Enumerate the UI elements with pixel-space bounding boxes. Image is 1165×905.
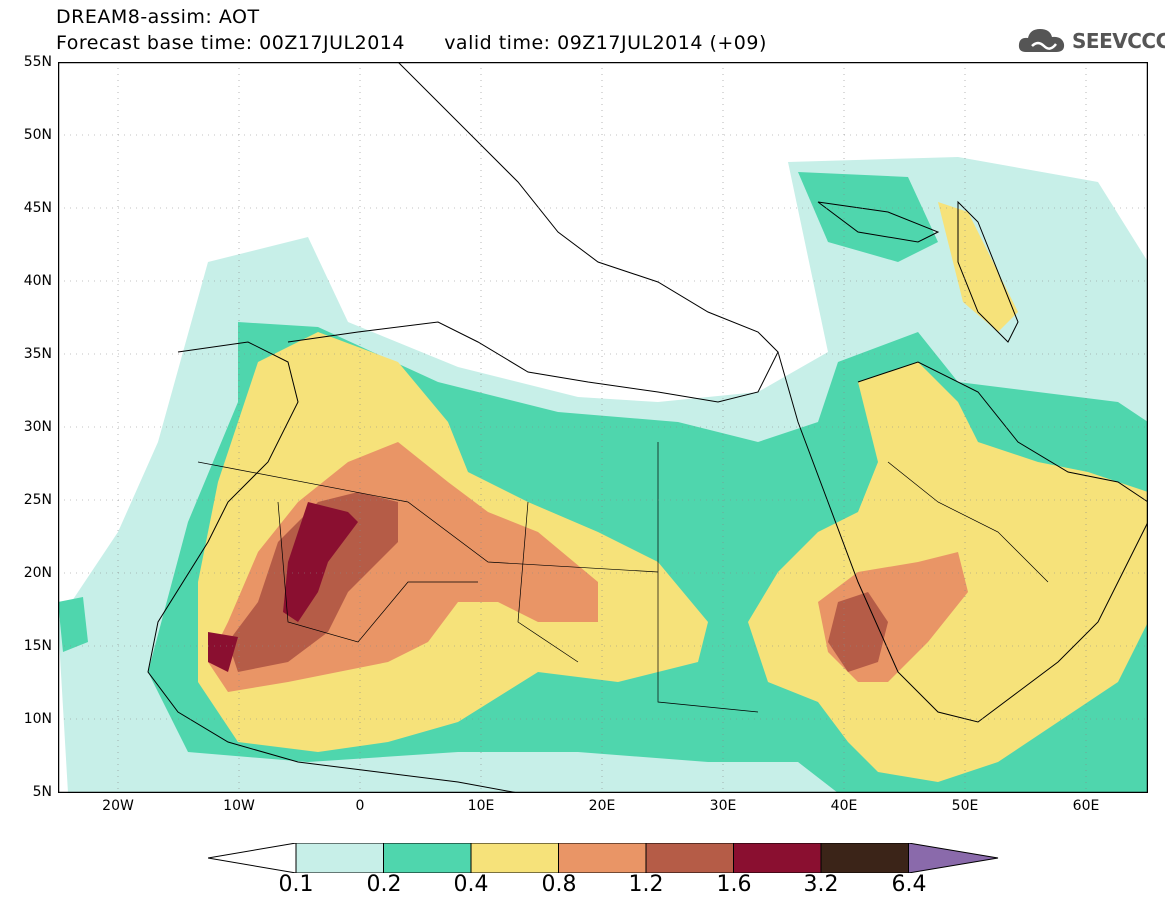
lon-label: 50E (951, 798, 979, 814)
lon-label: 20W (102, 798, 134, 814)
lat-label: 45N (23, 200, 52, 216)
colorbar-segment (383, 843, 472, 873)
lat-label: 55N (23, 54, 52, 70)
map-title: DREAM8-assim: AOT (56, 6, 260, 28)
colorbar-segment (208, 843, 297, 873)
colorbar-segment (645, 843, 734, 873)
colorbar-segment (558, 843, 647, 873)
colorbar-segment (733, 843, 822, 873)
lon-label: 10E (467, 798, 495, 814)
colorbar-segment (820, 843, 909, 873)
colorbar-label: 3.2 (803, 872, 839, 897)
lat-label: 10N (23, 711, 52, 727)
lat-label: 5N (32, 784, 52, 800)
colorbar-label: 6.4 (891, 872, 927, 897)
lon-label: 20E (588, 798, 616, 814)
lat-label: 40N (23, 273, 52, 289)
lat-label: 25N (23, 492, 52, 508)
lon-label: 30E (709, 798, 737, 814)
colorbar-label: 0.1 (278, 872, 314, 897)
map-frame (58, 62, 1148, 793)
colorbar-label: 1.2 (628, 872, 664, 897)
colorbar-label: 0.4 (453, 872, 489, 897)
forecast-time-subtitle: Forecast base time: 00Z17JUL2014 valid t… (56, 32, 767, 54)
lon-label: 60E (1072, 798, 1100, 814)
lat-label: 50N (23, 127, 52, 143)
colorbar-label: 1.6 (716, 872, 752, 897)
seevccc-logo: SEEVCCC (1016, 24, 1165, 58)
lon-label: 0 (355, 798, 365, 814)
colorbar-segment (908, 843, 999, 873)
aot-band-1.6 (208, 502, 358, 672)
logo-text: SEEVCCC (1072, 29, 1165, 53)
aot-map (58, 62, 1148, 793)
colorbar-label: 0.2 (366, 872, 402, 897)
lat-label: 30N (23, 419, 52, 435)
country-borders (197, 442, 1049, 713)
cloud-icon (1018, 29, 1065, 52)
lon-label: 10W (223, 798, 255, 814)
colorbar-label: 0.8 (541, 872, 577, 897)
colorbar-segment (295, 843, 384, 873)
lat-label: 35N (23, 346, 52, 362)
colorbar (208, 843, 999, 873)
lat-label: 15N (23, 638, 52, 654)
lat-label: 20N (23, 565, 52, 581)
coastlines (147, 62, 1148, 793)
lon-label: 40E (830, 798, 858, 814)
colorbar-segment (470, 843, 559, 873)
